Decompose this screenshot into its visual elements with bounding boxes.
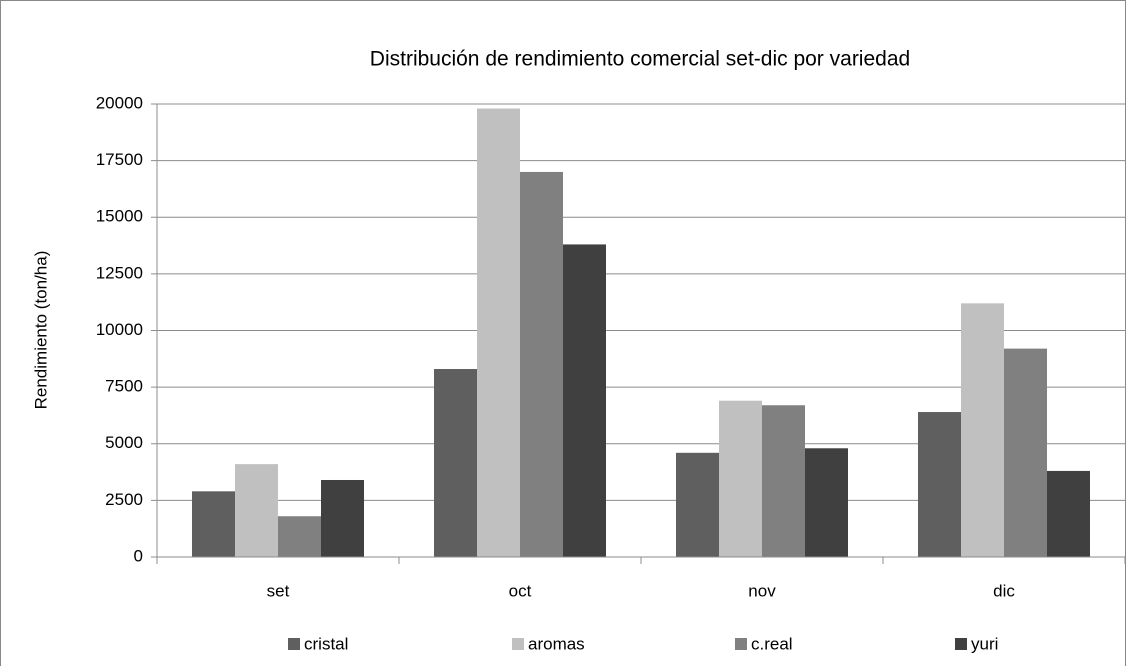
bar — [278, 516, 321, 557]
legend-label: cristal — [304, 634, 348, 653]
y-tick-label: 0 — [134, 546, 143, 565]
bar — [1047, 470, 1090, 557]
y-tick-label: 12500 — [96, 263, 143, 282]
bar — [762, 405, 805, 557]
y-tick-label: 7500 — [105, 377, 143, 396]
bar — [321, 479, 364, 557]
bar — [563, 244, 606, 557]
x-tick-label: set — [267, 581, 290, 600]
legend-swatch — [288, 638, 300, 650]
bar — [1004, 348, 1047, 557]
bar — [520, 171, 563, 557]
legend-label: c.real — [751, 634, 793, 653]
y-axis-label: Rendimiento (ton/ha) — [31, 251, 50, 410]
y-tick-label: 10000 — [96, 320, 143, 339]
bar — [676, 452, 719, 557]
y-tick-label: 20000 — [96, 93, 143, 112]
legend-label: aromas — [528, 634, 585, 653]
chart-title: Distribución de rendimiento comercial se… — [370, 48, 910, 71]
bar — [918, 412, 961, 557]
x-tick-label: nov — [748, 581, 776, 600]
legend-label: yuri — [971, 634, 998, 653]
bar — [805, 448, 848, 557]
legend-swatch — [512, 638, 524, 650]
y-tick-label: 17500 — [96, 150, 143, 169]
bar — [719, 400, 762, 557]
bar — [961, 303, 1004, 557]
bar — [434, 369, 477, 557]
legend-swatch — [955, 638, 967, 650]
x-tick-label: dic — [993, 581, 1015, 600]
y-tick-label: 5000 — [105, 433, 143, 452]
x-tick-label: oct — [509, 581, 532, 600]
bar — [192, 491, 235, 557]
bar — [235, 464, 278, 557]
bar — [477, 108, 520, 557]
y-tick-label: 2500 — [105, 490, 143, 509]
legend-swatch — [735, 638, 747, 650]
y-tick-label: 15000 — [96, 207, 143, 226]
